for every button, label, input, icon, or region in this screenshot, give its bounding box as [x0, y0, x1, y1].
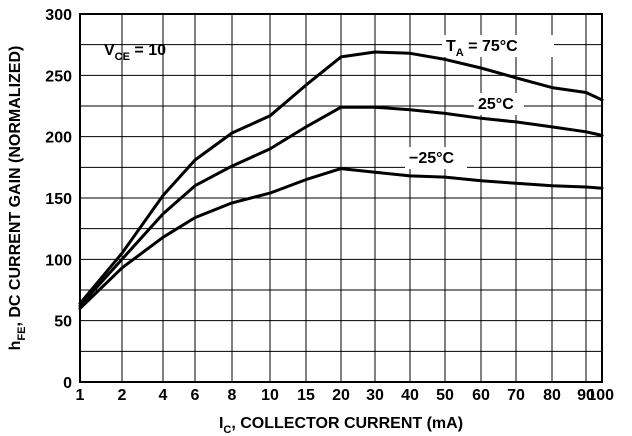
series-labels: TA = 75°C 25°C −25°C: [405, 35, 554, 169]
plot-frame: [79, 13, 603, 383]
gain-curve: [78, 50, 604, 305]
x-tick-label: 20: [332, 387, 350, 404]
y-axis-title: hFE, DC CURRENT GAIN (NORMALIZED): [7, 46, 28, 351]
x-tick-label: 15: [297, 387, 315, 404]
y-tick-label: 150: [45, 191, 72, 208]
x-tick-label: 10: [261, 387, 279, 404]
series-label-background: [405, 147, 467, 169]
x-tick-label: 50: [436, 387, 454, 404]
y-tick-label: 300: [45, 7, 72, 24]
y-tick-label: 250: [45, 68, 72, 85]
y-tick-labels: 0 50 100 150 200 250 300: [45, 7, 72, 392]
y-tick-label: 0: [63, 375, 72, 392]
series-label: −25°C: [409, 150, 455, 167]
series-label-background: [442, 35, 554, 57]
y-tick-label: 200: [45, 130, 72, 147]
x-tick-label: 40: [401, 387, 419, 404]
x-tick-label: 1: [76, 387, 85, 404]
series-label: TA = 75°C: [446, 38, 518, 59]
x-tick-label: 6: [191, 387, 200, 404]
y-tick-label: 50: [54, 314, 72, 331]
x-tick-label: 80: [543, 387, 561, 404]
vce-annotation: VCE = 10: [104, 42, 166, 63]
x-tick-label: 2: [118, 387, 127, 404]
series-label: 25°C: [478, 96, 514, 113]
x-tick-label: 100: [587, 387, 614, 404]
gain-curve: [78, 167, 604, 310]
series-label-background: [474, 93, 524, 115]
y-tick-label: 100: [45, 252, 72, 269]
x-tick-label: 70: [507, 387, 525, 404]
x-tick-label: 8: [228, 387, 237, 404]
x-tick-label: 4: [159, 387, 168, 404]
gain-curves: [78, 50, 604, 310]
x-tick-label: 30: [366, 387, 384, 404]
x-tick-label: 60: [472, 387, 490, 404]
x-tick-label: 90: [577, 387, 595, 404]
gain-curve: [78, 105, 604, 308]
x-axis-title: IC, COLLECTOR CURRENT (mA): [219, 415, 463, 436]
